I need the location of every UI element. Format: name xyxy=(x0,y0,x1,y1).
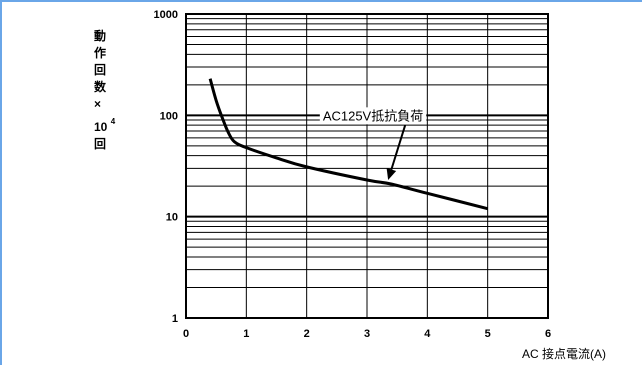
y-title-power: 10 4 xyxy=(94,113,116,136)
x-tick-label: 3 xyxy=(364,328,370,340)
x-tick-label: 0 xyxy=(183,328,189,340)
y-title-char: 回 xyxy=(94,137,107,151)
y-tick-label: 10 xyxy=(166,212,178,224)
x-tick-label: 5 xyxy=(485,328,491,340)
plot-border xyxy=(185,13,549,319)
annotation-background xyxy=(319,107,427,125)
grid xyxy=(185,13,549,319)
y-title-char: 作 xyxy=(94,46,107,60)
y-tick-label: 1000 xyxy=(154,9,178,21)
y-title-char: 数 xyxy=(94,80,107,94)
x-tick-label: 1 xyxy=(243,328,249,340)
x-tick-label: 4 xyxy=(424,328,431,340)
series-line-ac125v xyxy=(208,78,489,211)
annotation-arrowhead xyxy=(386,168,397,181)
y-title-exponent: 4 xyxy=(110,117,116,126)
x-tick-label: 6 xyxy=(545,328,551,340)
y-tick-label: 1 xyxy=(172,313,178,325)
y-axis-title: 動 作 回 数 × 10 4 回 xyxy=(94,28,116,153)
x-tick-label: 2 xyxy=(304,328,310,340)
y-tick-label: 100 xyxy=(160,110,178,122)
y-title-base: 10 xyxy=(94,120,108,134)
x-axis-title: AC 接点電流(A) xyxy=(522,347,607,361)
annotation-arrow xyxy=(390,125,407,170)
y-title-char: 回 xyxy=(94,63,107,77)
y-title-char: × xyxy=(94,97,102,111)
y-title-char: 動 xyxy=(94,29,107,43)
annotation-label: AC125V抵抗負荷 xyxy=(323,108,423,123)
